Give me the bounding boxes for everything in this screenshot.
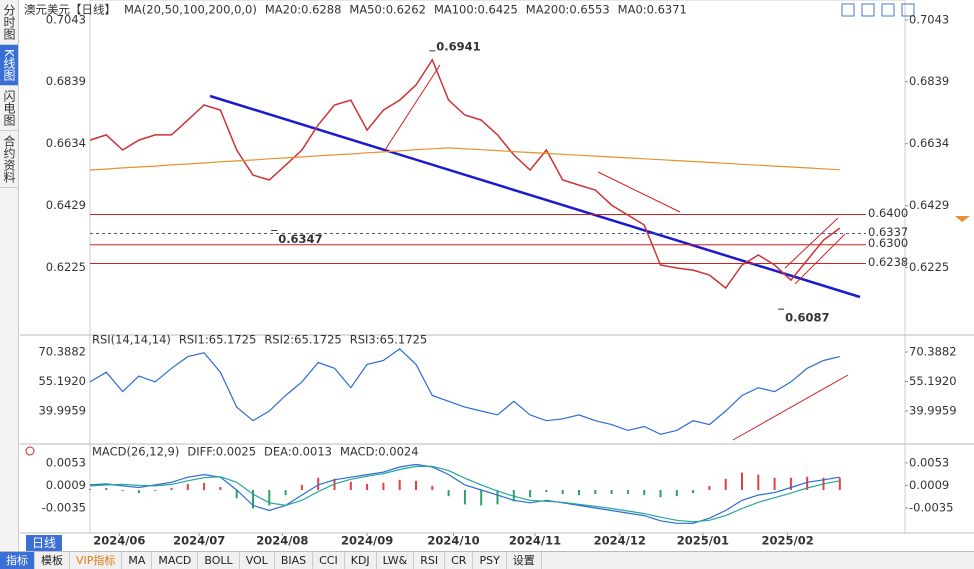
legend-item: DEA:0.0013 — [264, 445, 332, 459]
chart-title: 澳元美元 — [24, 3, 70, 17]
y-tick-label: 0.6225 — [46, 260, 86, 274]
y-tick-label: 39.9959 — [909, 404, 957, 418]
price-marker — [955, 216, 970, 222]
legend-item: MA50:0.6262 — [349, 3, 426, 17]
tab[interactable]: K线图 — [0, 45, 18, 86]
icon[interactable] — [901, 3, 915, 17]
series-line — [89, 348, 840, 435]
x-tick-label: 2025/02 — [762, 534, 814, 548]
trend-line — [784, 217, 839, 269]
y-tick-label: 0.6839 — [46, 74, 86, 88]
y-tick-label: 0.6429 — [46, 198, 86, 212]
legend-item: MACD:0.0024 — [340, 445, 419, 459]
legend-item: MA(20,50,100,200,0,0) — [124, 3, 257, 17]
icon[interactable] — [861, 3, 875, 17]
toolbar-item[interactable]: CCI — [313, 552, 345, 569]
level-label: 0.6300 — [868, 236, 908, 250]
level-label: 0.6238 — [868, 255, 908, 269]
panel-title: MACD(26,12,9) — [92, 445, 179, 459]
icon[interactable] — [881, 3, 895, 17]
tab[interactable]: 闪电图 — [0, 86, 18, 131]
legend-item: RSI2:65.1725 — [264, 333, 341, 347]
toolbar-item[interactable]: 指标 — [0, 552, 35, 569]
y-tick-label: 0.6634 — [46, 136, 86, 150]
annotation-label: 0.6087 — [785, 311, 829, 325]
y-tick-label: 0.6839 — [909, 74, 949, 88]
level-label-bg — [866, 208, 904, 220]
y-tick-label: 0.0009 — [46, 478, 86, 492]
toolbar-item[interactable]: VOL — [240, 552, 275, 569]
x-tick-label: 2024/12 — [594, 534, 646, 548]
toolbar-item[interactable]: LW& — [377, 552, 415, 569]
toolbar-item[interactable]: BIAS — [275, 552, 314, 569]
trend-line — [384, 64, 441, 151]
y-tick-label: 0.6634 — [909, 136, 949, 150]
x-tick-label: 2024/06 — [93, 534, 145, 548]
icon[interactable] — [25, 446, 35, 456]
legend-item: RSI1:65.1725 — [179, 333, 256, 347]
panel-title: RSI(14,14,14) — [92, 333, 171, 347]
x-tick-label: 2024/11 — [509, 534, 561, 548]
y-tick-label: 0.0053 — [46, 455, 86, 469]
y-tick-label: 70.3882 — [909, 345, 957, 359]
level-label-bg — [866, 257, 904, 269]
toolbar-item[interactable]: PSY — [473, 552, 507, 569]
toolbar-icons — [841, 3, 915, 17]
side-tabs: 分时图 K线图 闪电图 合约资料 — [0, 0, 19, 569]
legend-item: RSI3:65.1725 — [350, 333, 427, 347]
level-label-bg — [866, 227, 904, 239]
y-tick-label: 0.0009 — [909, 478, 949, 492]
x-tick-label: 2024/10 — [427, 534, 479, 548]
legend-item: MA0:0.6371 — [618, 3, 687, 17]
x-tick-label: 2024/09 — [341, 534, 393, 548]
toolbar-item[interactable]: KDJ — [345, 552, 377, 569]
legend-item: MA20:0.6288 — [265, 3, 342, 17]
series-line — [89, 463, 840, 524]
y-tick-label: -0.0035 — [909, 500, 953, 514]
period-label: 【日线】 — [70, 3, 116, 17]
toolbar-item[interactable]: VIP指标 — [70, 552, 123, 569]
y-tick-label: 0.6429 — [909, 198, 949, 212]
x-tick-label: 2025/01 — [677, 534, 729, 548]
series-line — [89, 465, 840, 523]
period-button[interactable]: 日线 — [26, 535, 62, 551]
y-tick-label: 0.6225 — [909, 260, 949, 274]
annotation-label: 0.6347 — [278, 232, 322, 246]
level-label-bg — [866, 238, 904, 250]
y-tick-label: 0.0053 — [909, 455, 949, 469]
toolbar-item[interactable]: RSI — [414, 552, 446, 569]
toolbar: 指标 模板 VIP指标 MA MACD BOLL VOL BIAS CCI KDJ LW& RSI CR… — [0, 551, 974, 569]
tab[interactable]: 分时图 — [0, 0, 18, 45]
tab[interactable]: 合约资料 — [0, 131, 18, 188]
trend-line — [794, 233, 846, 285]
toolbar-item[interactable]: MACD — [152, 552, 199, 569]
y-tick-label: -0.0035 — [42, 500, 86, 514]
toolbar-item[interactable]: MA — [122, 552, 153, 569]
trend-line — [597, 171, 681, 213]
legend-item: MA200:0.6553 — [526, 3, 610, 17]
level-label: 0.6337 — [868, 225, 908, 239]
annotation-label: 0.6941 — [436, 39, 480, 53]
toolbar-item[interactable]: CR — [445, 552, 474, 569]
legend-item: MA100:0.6425 — [434, 3, 518, 17]
level-label: 0.6400 — [868, 206, 908, 220]
x-tick-label: 2024/08 — [256, 534, 308, 548]
toolbar-item[interactable]: 模板 — [35, 552, 70, 569]
trend-line — [732, 374, 849, 441]
series-line — [89, 147, 840, 171]
y-tick-label: 55.1920 — [909, 374, 957, 388]
y-tick-label: 39.9959 — [38, 404, 86, 418]
legend-item: DIFF:0.0025 — [187, 445, 256, 459]
y-tick-label: 0.7043 — [909, 12, 949, 26]
icon[interactable] — [841, 3, 855, 17]
y-tick-label: 55.1920 — [38, 374, 86, 388]
x-tick-label: 2024/07 — [173, 534, 225, 548]
y-tick-label: 0.7043 — [46, 12, 86, 26]
toolbar-item[interactable]: BOLL — [198, 552, 240, 569]
toolbar-item[interactable]: 设置 — [507, 552, 542, 569]
y-tick-label: 70.3882 — [38, 345, 86, 359]
series-line — [89, 58, 841, 290]
